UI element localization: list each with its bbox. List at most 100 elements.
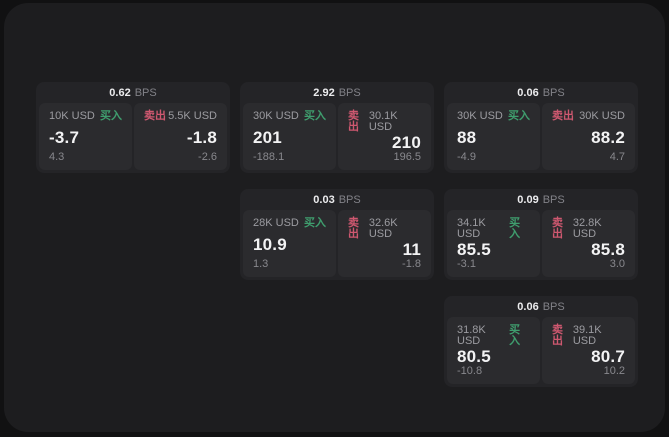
buy-side-label: 买入 bbox=[304, 217, 326, 229]
buy-size-label: 28K USD bbox=[253, 217, 299, 229]
sell-label-row: 卖出 5.5K USD bbox=[144, 111, 217, 122]
buy-price: 85.5 bbox=[457, 240, 491, 259]
card-body: 31.8K USD 买入 80.5 -10.8 卖出 39.1K USD 80.… bbox=[444, 317, 638, 387]
buy-price: 201 bbox=[253, 127, 282, 147]
quote-card: 2.92 BPS 30K USD 买入 201 -188.1 卖出 30.1K … bbox=[240, 82, 434, 173]
sell-side-label: 卖出 bbox=[552, 324, 563, 347]
card-header: 2.92 BPS bbox=[240, 82, 434, 103]
card-body: 10K USD 买入 -3.7 4.3 卖出 5.5K USD -1.8 -2.… bbox=[36, 103, 230, 173]
sell-quote-panel[interactable]: 卖出 30K USD 88.2 4.7 bbox=[542, 103, 635, 170]
quote-card: 0.09 BPS 34.1K USD 买入 85.5 -3.1 卖出 32.8K… bbox=[444, 189, 638, 280]
sell-label-row: 卖出 30.1K USD bbox=[348, 111, 421, 133]
sell-size-label: 32.6K USD bbox=[368, 217, 398, 240]
sell-label-row: 卖出 32.8K USD bbox=[552, 218, 625, 240]
buy-side-label: 买入 bbox=[508, 110, 530, 122]
buy-side-label: 买入 bbox=[509, 217, 521, 240]
sell-label-row: 卖出 30K USD bbox=[552, 111, 625, 122]
sell-label-row: 卖出 32.6K USD bbox=[348, 218, 421, 240]
sell-size-label: 5.5K USD bbox=[168, 110, 217, 122]
buy-sub-value: 1.3 bbox=[253, 258, 269, 270]
bps-spread-value: 0.06 bbox=[517, 86, 539, 99]
sell-sub-value: 3.0 bbox=[609, 258, 625, 270]
quote-card: 0.62 BPS 10K USD 买入 -3.7 4.3 卖出 5.5K USD… bbox=[36, 82, 230, 173]
sell-quote-panel[interactable]: 卖出 32.6K USD 11 -1.8 bbox=[338, 210, 431, 277]
quote-card: 0.03 BPS 28K USD 买入 10.9 1.3 卖出 32.6K US… bbox=[240, 189, 434, 280]
buy-sub-value: -188.1 bbox=[253, 151, 285, 163]
buy-side-label: 买入 bbox=[304, 110, 326, 122]
buy-sub-value: -10.8 bbox=[457, 365, 483, 377]
sell-sub-value: -1.8 bbox=[402, 258, 421, 270]
card-body: 30K USD 买入 201 -188.1 卖出 30.1K USD 210 1… bbox=[240, 103, 434, 173]
buy-size-label: 10K USD bbox=[49, 110, 95, 122]
buy-quote-panel[interactable]: 30K USD 买入 201 -188.1 bbox=[243, 103, 336, 170]
buy-label-row: 30K USD 买入 bbox=[457, 111, 530, 122]
buy-quote-panel[interactable]: 10K USD 买入 -3.7 4.3 bbox=[39, 103, 132, 170]
buy-label-row: 30K USD 买入 bbox=[253, 111, 326, 122]
sell-label-row: 卖出 39.1K USD bbox=[552, 325, 625, 347]
buy-size-label: 34.1K USD bbox=[457, 217, 486, 240]
buy-sub-value: -4.9 bbox=[457, 151, 476, 163]
sell-price: 80.7 bbox=[591, 347, 625, 366]
buy-quote-panel[interactable]: 31.8K USD 买入 80.5 -10.8 bbox=[447, 317, 540, 384]
sell-size-label: 32.8K USD bbox=[572, 217, 602, 240]
sell-sub-value: 4.7 bbox=[609, 151, 625, 163]
quote-card: 0.06 BPS 30K USD 买入 88 -4.9 卖出 30K USD 8… bbox=[444, 82, 638, 173]
sell-price: -1.8 bbox=[186, 127, 217, 147]
sell-quote-panel[interactable]: 卖出 39.1K USD 80.7 10.2 bbox=[542, 317, 635, 384]
sell-quote-panel[interactable]: 卖出 30.1K USD 210 196.5 bbox=[338, 103, 431, 170]
bps-unit-label: BPS bbox=[542, 86, 565, 99]
buy-sub-value: -3.1 bbox=[457, 258, 476, 270]
card-header: 0.09 BPS bbox=[444, 189, 638, 210]
bps-unit-label: BPS bbox=[338, 86, 361, 99]
buy-quote-panel[interactable]: 34.1K USD 买入 85.5 -3.1 bbox=[447, 210, 540, 277]
buy-price: -3.7 bbox=[49, 127, 80, 147]
quote-card: 0.06 BPS 31.8K USD 买入 80.5 -10.8 卖出 39.1… bbox=[444, 296, 638, 387]
card-body: 30K USD 买入 88 -4.9 卖出 30K USD 88.2 4.7 bbox=[444, 103, 638, 173]
buy-label-row: 28K USD 买入 bbox=[253, 218, 326, 229]
sell-side-label: 卖出 bbox=[348, 217, 359, 240]
sell-side-label: 卖出 bbox=[552, 217, 563, 240]
card-header: 0.06 BPS bbox=[444, 82, 638, 103]
sell-size-label: 39.1K USD bbox=[572, 324, 602, 347]
sell-price: 11 bbox=[402, 240, 421, 259]
buy-size-label: 30K USD bbox=[253, 110, 299, 122]
sell-sub-value: -2.6 bbox=[198, 151, 217, 163]
sell-size-label: 30.1K USD bbox=[368, 110, 398, 133]
buy-label-row: 34.1K USD 买入 bbox=[457, 218, 530, 240]
sell-side-label: 卖出 bbox=[348, 110, 359, 133]
quote-cards-grid: 0.62 BPS 10K USD 买入 -3.7 4.3 卖出 5.5K USD… bbox=[36, 82, 638, 387]
sell-price: 210 bbox=[392, 133, 421, 152]
sell-sub-value: 10.2 bbox=[603, 365, 625, 377]
buy-quote-panel[interactable]: 28K USD 买入 10.9 1.3 bbox=[243, 210, 336, 277]
sell-price: 88.2 bbox=[591, 127, 625, 147]
sell-quote-panel[interactable]: 卖出 5.5K USD -1.8 -2.6 bbox=[134, 103, 227, 170]
bps-spread-value: 0.62 bbox=[109, 86, 131, 99]
buy-label-row: 31.8K USD 买入 bbox=[457, 325, 530, 347]
sell-size-label: 30K USD bbox=[579, 110, 625, 122]
card-body: 34.1K USD 买入 85.5 -3.1 卖出 32.8K USD 85.8… bbox=[444, 210, 638, 280]
card-header: 0.62 BPS bbox=[36, 82, 230, 103]
bps-unit-label: BPS bbox=[134, 86, 157, 99]
buy-price: 88 bbox=[457, 127, 477, 147]
bps-spread-value: 0.06 bbox=[517, 300, 539, 313]
card-body: 28K USD 买入 10.9 1.3 卖出 32.6K USD 11 -1.8 bbox=[240, 210, 434, 280]
buy-price: 10.9 bbox=[253, 234, 287, 254]
buy-side-label: 买入 bbox=[509, 324, 521, 347]
bps-unit-label: BPS bbox=[338, 193, 361, 206]
buy-price: 80.5 bbox=[457, 347, 491, 366]
bps-spread-value: 0.09 bbox=[517, 193, 539, 206]
sell-quote-panel[interactable]: 卖出 32.8K USD 85.8 3.0 bbox=[542, 210, 635, 277]
buy-quote-panel[interactable]: 30K USD 买入 88 -4.9 bbox=[447, 103, 540, 170]
buy-sub-value: 4.3 bbox=[49, 151, 65, 163]
sell-side-label: 卖出 bbox=[552, 110, 574, 122]
sell-price: 85.8 bbox=[591, 240, 625, 259]
buy-size-label: 31.8K USD bbox=[457, 324, 486, 347]
buy-label-row: 10K USD 买入 bbox=[49, 111, 122, 122]
buy-size-label: 30K USD bbox=[457, 110, 503, 122]
bps-unit-label: BPS bbox=[542, 193, 565, 206]
card-header: 0.03 BPS bbox=[240, 189, 434, 210]
bps-spread-value: 0.03 bbox=[313, 193, 335, 206]
bps-unit-label: BPS bbox=[542, 300, 565, 313]
bps-spread-value: 2.92 bbox=[313, 86, 335, 99]
buy-side-label: 买入 bbox=[100, 110, 122, 122]
